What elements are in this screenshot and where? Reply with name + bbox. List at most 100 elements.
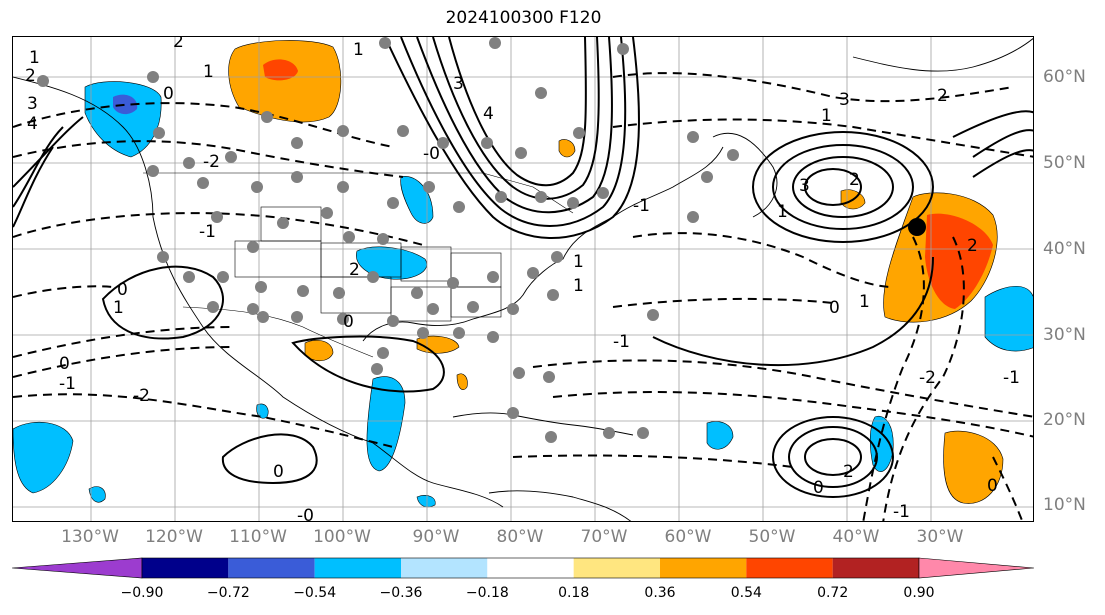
colorbar-tick-label: −0.54: [293, 585, 337, 601]
coastlines: [13, 38, 1033, 521]
contour-label: 1: [573, 276, 584, 296]
colorbar: [12, 557, 1035, 579]
colorbar-tick-label: −0.36: [379, 585, 423, 601]
contour-label: -1: [893, 502, 910, 522]
colorbar-segment: [401, 558, 488, 578]
contour-label: 0: [987, 476, 998, 496]
contour-label: 1: [353, 40, 364, 60]
lon-label: 60°W: [664, 527, 712, 547]
contour-label: -1: [1003, 368, 1020, 388]
colorbar-tick-label: 0.18: [558, 585, 590, 601]
contour-label: -1: [59, 374, 76, 394]
lat-label: 40°N: [1043, 239, 1086, 259]
blue-region: [366, 376, 406, 472]
blue-region: [13, 422, 74, 494]
station-markers: [37, 37, 739, 443]
contour-label: 2: [173, 37, 184, 52]
contour-label: 1: [113, 298, 124, 318]
blue-region: [400, 176, 434, 224]
lat-label: 10°N: [1043, 495, 1086, 515]
contour-label: 2: [967, 236, 978, 256]
lat-label: 50°N: [1043, 153, 1086, 173]
colorbar-segment: [142, 558, 229, 578]
highlight-marker: [908, 218, 926, 236]
lon-label: 70°W: [580, 527, 628, 547]
blue-region: [356, 246, 428, 280]
contour-label: 0: [829, 298, 840, 318]
contour-label: 3: [799, 176, 810, 196]
contour-label: -1: [613, 332, 630, 352]
contour-label: -0: [297, 506, 314, 522]
contour-label: 3: [27, 94, 38, 114]
lon-label: 50°W: [748, 527, 796, 547]
contour-labels: 1 2 3 4 0 1 2 3 4 3 2 1 3 2 1 0 1 2 1 0 …: [25, 37, 1020, 522]
dashed-contours: [13, 72, 1033, 521]
solid-contours: [13, 37, 1033, 498]
contour-label: -1: [633, 196, 650, 216]
blue-region: [416, 495, 436, 508]
colorbar-tick-label: 0.54: [730, 585, 762, 601]
contour-label: 1: [821, 106, 832, 126]
colorbar-tick-label: 0.72: [817, 585, 849, 601]
map-panel: 1 2 3 4 0 1 2 3 4 3 2 1 3 2 1 0 1 2 1 0 …: [12, 36, 1034, 522]
blue-region: [706, 421, 734, 450]
contour-label: 1: [859, 292, 870, 312]
colorbar-tick-label: 0.36: [644, 585, 676, 601]
orange-region: [228, 40, 342, 123]
purple-region: [113, 94, 138, 115]
contour-label: 2: [349, 260, 360, 280]
borders: [143, 172, 574, 358]
blue-region: [88, 486, 106, 503]
colorbar-tick-label: −0.90: [120, 585, 164, 601]
colorbar-tick-label: 0.90: [903, 585, 935, 601]
lon-label: 30°W: [916, 527, 964, 547]
contour-label: 2: [937, 86, 948, 106]
colorbar-segment: [918, 557, 1035, 579]
lat-label: 30°N: [1043, 325, 1086, 345]
contour-label: 1: [203, 62, 214, 82]
colorbar-segment: [660, 558, 747, 578]
contour-label: 0: [813, 478, 824, 498]
colorbar-tick-label: −0.72: [206, 585, 250, 601]
lon-label: 130°W: [61, 527, 119, 547]
contour-label: -0: [423, 144, 440, 164]
red-region: [263, 59, 298, 81]
contour-label: 1: [573, 252, 584, 272]
contour-label: -2: [203, 152, 220, 172]
contour-label: 2: [849, 170, 860, 190]
colorbar-segment: [314, 558, 401, 578]
contour-label: 3: [453, 74, 464, 94]
blue-region: [984, 285, 1033, 352]
lon-label: 90°W: [412, 527, 460, 547]
lon-label: 80°W: [496, 527, 544, 547]
contour-label: -2: [919, 368, 936, 388]
contour-label: 1: [29, 48, 40, 68]
colorbar-segment: [228, 558, 315, 578]
lat-label: 20°N: [1043, 410, 1086, 430]
lon-label: 40°W: [832, 527, 880, 547]
contour-label: 0: [59, 354, 70, 374]
contour-label: 3: [839, 90, 850, 110]
red-region: [925, 213, 993, 309]
contour-label: 0: [117, 280, 128, 300]
blue-region: [84, 81, 162, 158]
contour-label: 4: [483, 104, 494, 124]
contour-label: -2: [133, 386, 150, 406]
lat-label: 60°N: [1043, 67, 1086, 87]
colorbar-segment: [832, 558, 919, 578]
orange-region: [558, 139, 576, 158]
contour-label: 1: [777, 202, 788, 222]
colorbar-segment: [12, 557, 143, 579]
contour-label: 2: [843, 462, 854, 482]
map-canvas: 1 2 3 4 0 1 2 3 4 3 2 1 3 2 1 0 1 2 1 0 …: [13, 37, 1033, 522]
colorbar-segment: [487, 558, 574, 578]
shaded-regions: [13, 40, 1033, 508]
orange-region: [943, 430, 1004, 504]
lon-label: 120°W: [145, 527, 203, 547]
contour-label: 0: [343, 312, 354, 332]
contour-label: 0: [273, 462, 284, 482]
orange-region: [456, 373, 468, 390]
contour-label: 2: [25, 66, 36, 86]
contour-label: 0: [163, 84, 174, 104]
colorbar-segment: [573, 558, 660, 578]
